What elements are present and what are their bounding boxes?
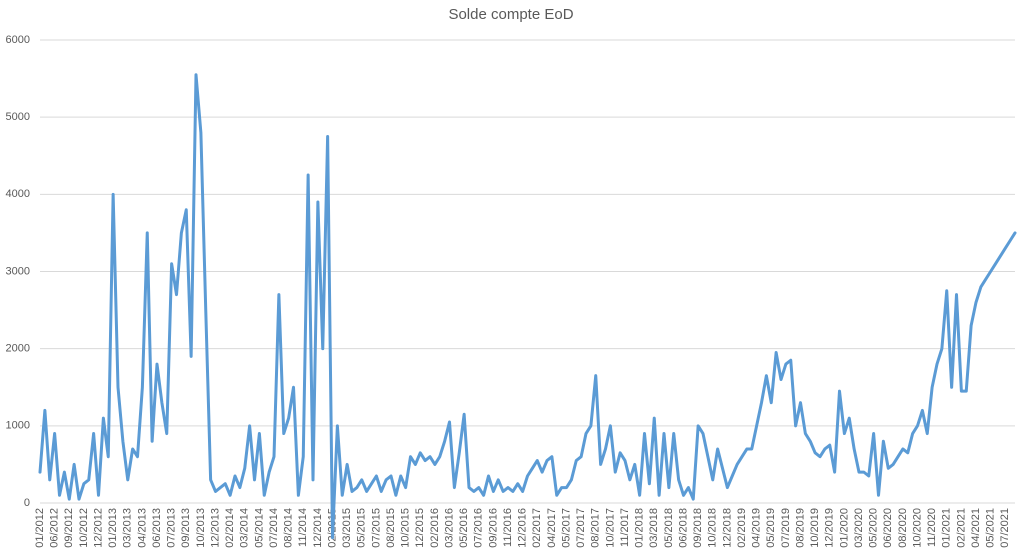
x-tick-label: 10/2019: [809, 508, 821, 548]
x-tick-label: 03/2013: [122, 508, 134, 548]
x-tick-label: 05/2017: [560, 508, 572, 548]
x-tick-label: 05/2021: [985, 508, 997, 548]
x-tick-label: 05/2018: [663, 508, 675, 548]
x-tick-label: 01/2021: [941, 508, 953, 548]
x-tick-label: 10/2018: [707, 508, 719, 548]
x-tick-label: 09/2013: [180, 508, 192, 548]
x-tick-label: 07/2019: [780, 508, 792, 548]
x-tick-label: 02/2016: [429, 508, 441, 548]
x-tick-label: 02/2017: [531, 508, 543, 548]
x-tick-label: 10/2012: [78, 508, 90, 548]
x-tick-label: 06/2012: [49, 508, 61, 548]
x-tick-label: 11/2016: [502, 508, 514, 547]
x-tick-label: 08/2015: [385, 508, 397, 548]
x-tick-label: 06/2018: [677, 508, 689, 548]
x-tick-label: 03/2018: [648, 508, 660, 548]
x-tick-label: 12/2015: [414, 508, 426, 548]
x-tick-label: 08/2020: [897, 508, 909, 548]
x-tick-label: 07/2014: [268, 508, 280, 548]
data-line: [38, 73, 1017, 540]
x-tick-label: 08/2017: [590, 508, 602, 548]
y-tick-label: 5000: [6, 111, 30, 123]
x-tick-label: 02/2014: [224, 508, 236, 548]
x-tick-label: 11/2014: [297, 508, 309, 547]
x-tick-label: 07/2015: [370, 508, 382, 548]
x-tick-label: 01/2018: [634, 508, 646, 548]
x-tick-label: 10/2013: [195, 508, 207, 548]
x-tick-label: 12/2018: [721, 508, 733, 548]
x-tick-label: 09/2018: [692, 508, 704, 548]
x-tick-label: 05/2014: [253, 508, 265, 548]
y-tick-label: 4000: [6, 188, 30, 200]
x-tick-label: 08/2014: [283, 508, 295, 548]
x-tick-label: 05/2019: [765, 508, 777, 548]
x-tick-label: 05/2016: [458, 508, 470, 548]
y-tick-label: 1000: [6, 420, 30, 432]
x-tick-label: 06/2013: [151, 508, 163, 548]
x-tick-label: 04/2021: [970, 508, 982, 548]
x-tick-label: 09/2016: [487, 508, 499, 548]
x-tick-label: 01/2013: [107, 508, 119, 548]
x-tick-label: 12/2014: [312, 508, 324, 548]
x-tick-label: 03/2016: [443, 508, 455, 548]
x-tick-label: 09/2012: [63, 508, 75, 548]
x-tick-label: 05/2015: [356, 508, 368, 548]
y-tick-label: 2000: [6, 343, 30, 355]
x-tick-label: 07/2017: [575, 508, 587, 548]
x-tick-label: 07/2016: [473, 508, 485, 548]
y-tick-label: 3000: [6, 265, 30, 277]
x-tick-label: 12/2019: [824, 508, 836, 548]
x-tick-label: 05/2020: [868, 508, 880, 548]
x-tick-label: 10/2020: [911, 508, 923, 548]
x-tick-label: 02/2021: [955, 508, 967, 548]
x-tick-label: 04/2017: [546, 508, 558, 548]
x-tick-label: 02/2019: [736, 508, 748, 548]
x-tick-label: 03/2014: [239, 508, 251, 548]
x-tick-label: 12/2012: [92, 508, 104, 548]
x-tick-label: 10/2017: [604, 508, 616, 548]
x-tick-label: 03/2020: [853, 508, 865, 548]
y-tick-label: 6000: [6, 34, 30, 46]
x-tick-label: 06/2020: [882, 508, 894, 548]
x-tick-label: 11/2017: [619, 508, 631, 547]
x-tick-label: 07/2021: [999, 508, 1011, 548]
y-tick-label: 0: [24, 497, 30, 509]
x-tick-label: 03/2015: [341, 508, 353, 548]
x-tick-label: 07/2013: [166, 508, 178, 548]
x-tick-label: 01/2012: [34, 508, 46, 548]
x-tick-label: 01/2020: [838, 508, 850, 548]
x-tick-label: 04/2013: [136, 508, 148, 548]
x-tick-label: 10/2015: [400, 508, 412, 548]
x-tick-label: 08/2019: [794, 508, 806, 548]
x-tick-label: 11/2020: [926, 508, 938, 547]
x-tick-label: 12/2013: [209, 508, 221, 548]
chart-title: Solde compte EoD: [448, 6, 573, 23]
x-tick-label: 12/2016: [517, 508, 529, 548]
x-tick-label: 04/2019: [751, 508, 763, 548]
